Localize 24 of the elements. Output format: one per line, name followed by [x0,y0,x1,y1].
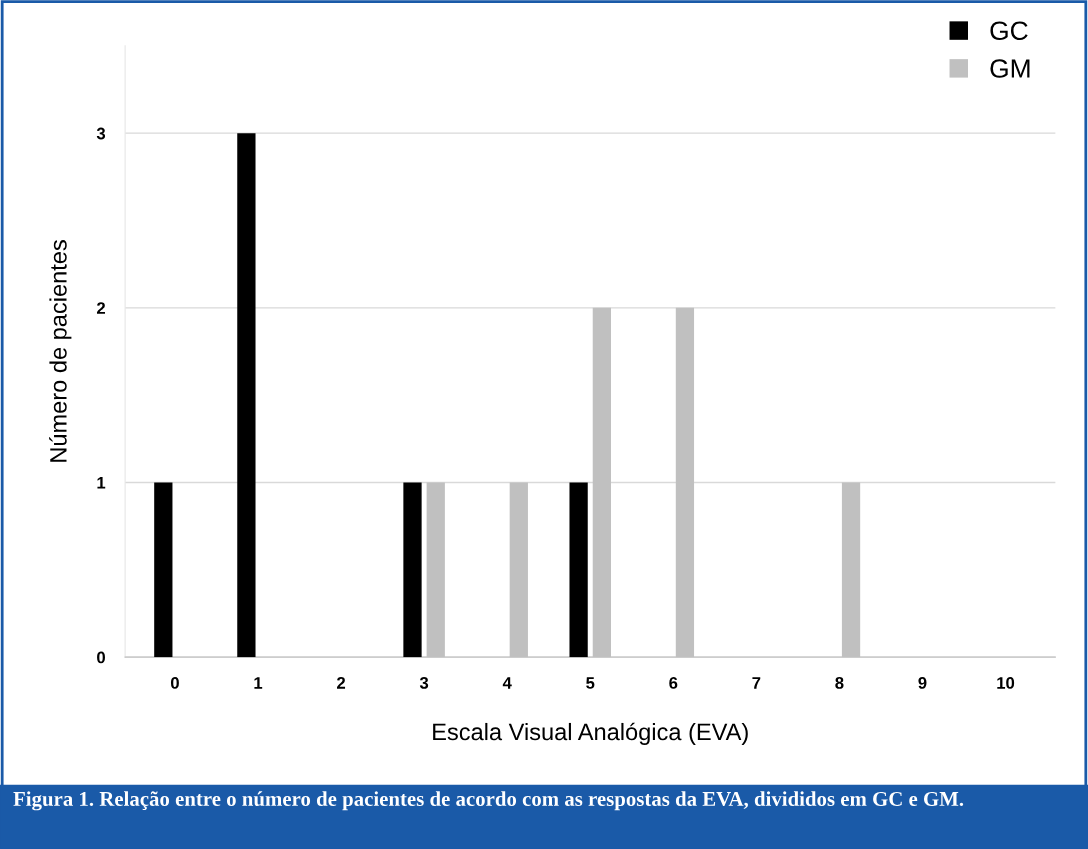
y-tick-label: 3 [96,127,106,140]
bar [154,482,173,658]
x-tick-label: 6 [669,677,678,689]
x-tick-label: 8 [835,677,844,689]
legend-label: GC [990,21,1028,41]
y-tick-label: 0 [97,651,105,664]
x-tick-label: 10 [997,677,1015,689]
x-tick-label: 1 [254,677,263,689]
x-tick-label: 3 [419,677,429,689]
x-tick-label: 7 [752,677,761,689]
y-axis-title: Número de pacientes [49,240,72,462]
legend-label: GM [990,59,1030,78]
y-tick-label: 2 [96,302,106,314]
bar [403,482,422,658]
bar [569,482,588,658]
text: Figura 1. Relação entre o número de pacientes de acordo com as respostas da EVA, divididos em GC e GM. [13,791,964,811]
y-tick-label: 1 [97,477,106,489]
x-axis-title: Escala Visual Analógica (EVA) [433,722,748,745]
x-tick-label: 4 [502,677,512,689]
x-tick-label: 2 [337,677,346,689]
x-tick-label: 5 [586,677,595,689]
x-tick-label: 0 [170,677,179,689]
bar [237,133,256,658]
x-tick-label: 9 [918,677,927,689]
